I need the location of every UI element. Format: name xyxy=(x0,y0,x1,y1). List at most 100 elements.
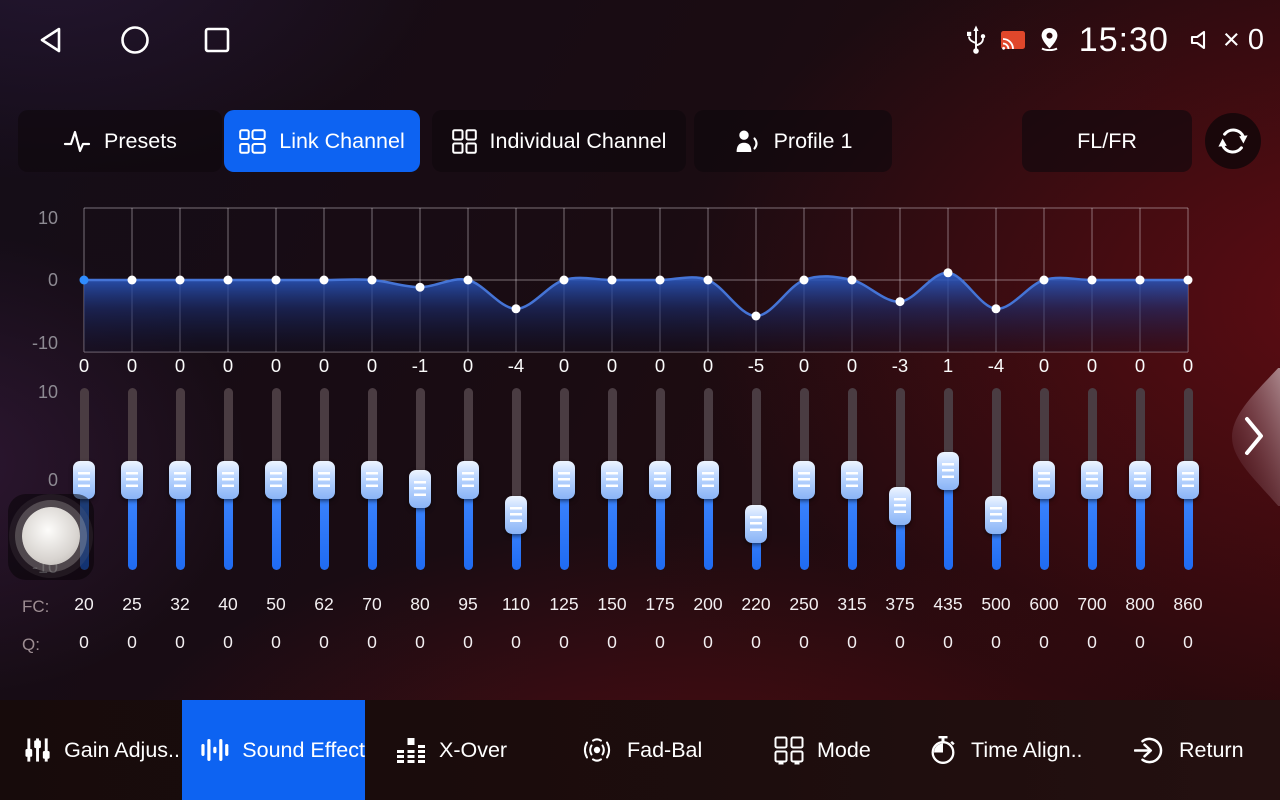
band-fc-value: 600 xyxy=(1029,594,1059,614)
band-gain-value: 0 xyxy=(1038,355,1050,376)
band-slider[interactable] xyxy=(588,384,636,576)
android-nav-keys xyxy=(38,0,230,80)
tab-link-channel[interactable]: Link Channel xyxy=(224,110,420,172)
next-page-flap[interactable] xyxy=(1222,368,1280,506)
band-slider-thumb[interactable] xyxy=(1081,461,1103,499)
band-fc-value: 110 xyxy=(502,594,530,614)
tab-individual-channel[interactable]: Individual Channel xyxy=(432,110,686,172)
band-fc-value: 175 xyxy=(645,594,675,614)
eq-curve-point[interactable] xyxy=(847,275,857,285)
profile-person-icon xyxy=(736,130,758,152)
nav-gain-adjust[interactable]: Gain Adjus.. xyxy=(16,700,180,800)
eq-curve-point[interactable] xyxy=(655,275,665,285)
band-slider[interactable] xyxy=(156,384,204,576)
eq-curve-point[interactable] xyxy=(1087,275,1097,285)
band-slider[interactable] xyxy=(1164,384,1212,576)
nav-mode[interactable]: Mode xyxy=(766,700,886,800)
band-slider-thumb[interactable] xyxy=(697,461,719,499)
band-slider-thumb[interactable] xyxy=(121,461,143,499)
band-slider-thumb[interactable] xyxy=(745,505,767,543)
tab-presets[interactable]: Presets xyxy=(18,110,222,172)
band-slider-thumb[interactable] xyxy=(361,461,383,499)
band-slider[interactable] xyxy=(636,384,684,576)
floating-knob[interactable] xyxy=(8,494,94,580)
band-slider-thumb[interactable] xyxy=(313,461,335,499)
eq-curve-point[interactable] xyxy=(1135,275,1145,285)
band-slider-thumb[interactable] xyxy=(553,461,575,499)
band-slider[interactable] xyxy=(444,384,492,576)
tab-profile[interactable]: Profile 1 xyxy=(694,110,892,172)
band-slider-thumb[interactable] xyxy=(409,469,431,508)
band-slider-thumb[interactable] xyxy=(505,496,527,535)
refresh-icon xyxy=(1218,128,1248,154)
eq-curve-point[interactable] xyxy=(1039,275,1049,285)
band-slider[interactable] xyxy=(1068,384,1116,576)
band-slider-thumb[interactable] xyxy=(1177,461,1199,499)
band-slider[interactable] xyxy=(396,384,444,576)
band-slider-thumb[interactable] xyxy=(265,461,287,499)
eq-curve-point[interactable] xyxy=(79,275,89,285)
band-gain-value: 0 xyxy=(1182,355,1194,376)
nav-return[interactable]: Return xyxy=(1126,700,1258,800)
band-slider[interactable] xyxy=(492,384,540,576)
band-slider-thumb[interactable] xyxy=(217,461,239,499)
band-slider[interactable] xyxy=(828,384,876,576)
eq-curve-point[interactable] xyxy=(751,311,761,321)
eq-curve-point[interactable] xyxy=(607,275,617,285)
recents-icon[interactable] xyxy=(204,27,230,53)
band-slider[interactable] xyxy=(1116,384,1164,576)
back-icon[interactable] xyxy=(38,26,66,54)
band-slider-thumb[interactable] xyxy=(841,461,863,499)
band-slider[interactable] xyxy=(1020,384,1068,576)
band-slider[interactable] xyxy=(252,384,300,576)
status-icons: 15:30 × 0 xyxy=(964,0,1264,80)
eq-curve-point[interactable] xyxy=(175,275,185,285)
band-slider[interactable] xyxy=(732,384,780,576)
band-slider-thumb[interactable] xyxy=(601,461,623,499)
band-slider-thumb[interactable] xyxy=(985,496,1007,535)
eq-curve-point[interactable] xyxy=(991,304,1001,314)
band-slider[interactable] xyxy=(204,384,252,576)
band-slider-thumb[interactable] xyxy=(649,461,671,499)
band-slider[interactable] xyxy=(924,384,972,576)
nav-time-align[interactable]: Time Align.. xyxy=(920,700,1118,800)
nav-fad-bal[interactable]: Fad-Bal xyxy=(572,700,714,800)
band-slider[interactable] xyxy=(780,384,828,576)
eq-curve-point[interactable] xyxy=(511,304,521,314)
band-slider[interactable] xyxy=(348,384,396,576)
eq-curve-point[interactable] xyxy=(127,275,137,285)
band-slider-thumb[interactable] xyxy=(889,487,911,526)
eq-curve-point[interactable] xyxy=(319,275,329,285)
band-slider[interactable] xyxy=(684,384,732,576)
band-slider-thumb[interactable] xyxy=(1129,461,1151,499)
band-slider[interactable] xyxy=(540,384,588,576)
reset-button[interactable] xyxy=(1205,113,1261,169)
eq-curve-point[interactable] xyxy=(1183,275,1193,285)
band-slider-thumb[interactable] xyxy=(937,452,959,491)
band-slider-thumb[interactable] xyxy=(793,461,815,499)
band-slider-thumb[interactable] xyxy=(1033,461,1055,499)
eq-curve-point[interactable] xyxy=(367,275,377,285)
eq-curve-point[interactable] xyxy=(271,275,281,285)
band-slider-thumb[interactable] xyxy=(457,461,479,499)
eq-curve-point[interactable] xyxy=(415,282,425,292)
eq-curve-point[interactable] xyxy=(223,275,233,285)
output-pair-button[interactable]: FL/FR xyxy=(1022,110,1192,172)
nav-x-over[interactable]: X-Over xyxy=(388,700,528,800)
eq-curve-point[interactable] xyxy=(463,275,473,285)
band-slider-thumb[interactable] xyxy=(73,461,95,499)
eq-curve-point[interactable] xyxy=(943,268,953,278)
band-slider[interactable] xyxy=(108,384,156,576)
nav-sound-effect[interactable]: Sound Effect xyxy=(182,700,365,800)
eq-curve-point[interactable] xyxy=(895,297,905,307)
eq-curve-point[interactable] xyxy=(703,275,713,285)
band-slider[interactable] xyxy=(876,384,924,576)
home-icon[interactable] xyxy=(120,25,150,55)
band-slider-thumb[interactable] xyxy=(169,461,191,499)
eq-curve-point[interactable] xyxy=(799,275,809,285)
knob-ball[interactable] xyxy=(22,507,80,565)
eq-curve-graph[interactable] xyxy=(79,196,1193,360)
eq-curve-point[interactable] xyxy=(559,275,569,285)
band-slider[interactable] xyxy=(972,384,1020,576)
band-slider[interactable] xyxy=(300,384,348,576)
